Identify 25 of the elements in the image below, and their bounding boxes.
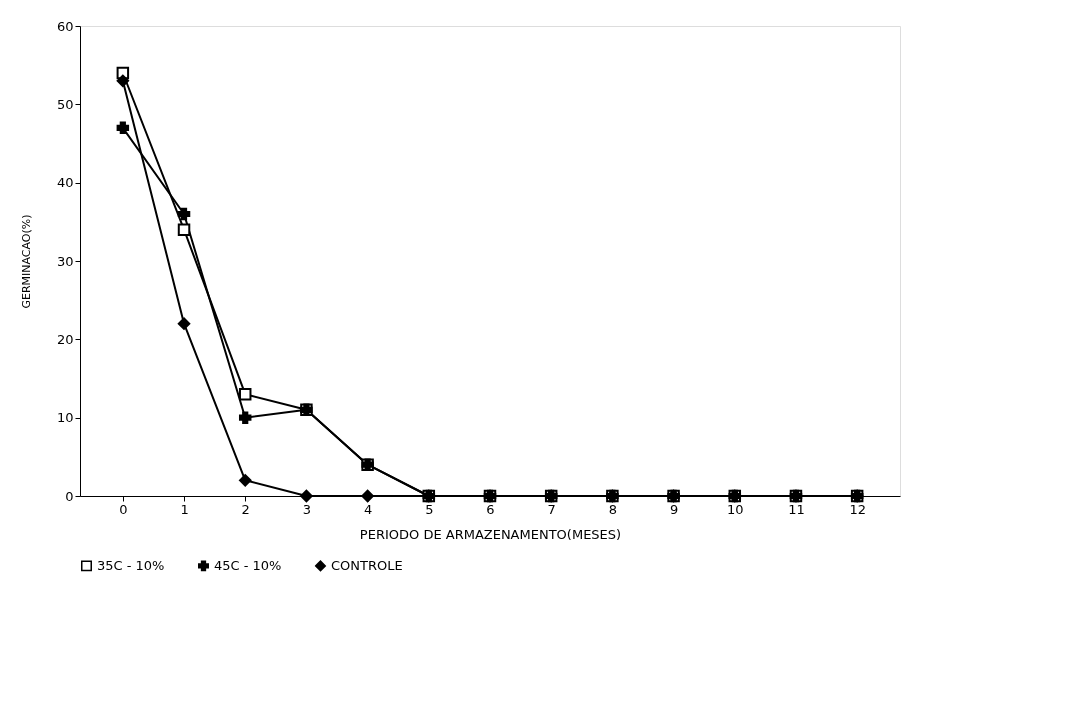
x-tick-label: 9 [669,501,679,517]
x-tick-label: 8 [608,501,618,517]
legend-label: 45C - 10% [214,557,282,573]
x-tick-label: 11 [788,501,805,517]
x-tick-label: 0 [119,501,128,517]
x-axis-title: PERIODO DE ARMAZENAMENTO(MESES) [359,526,622,542]
legend-label: 35C - 10% [97,557,165,573]
x-tick-label: 7 [547,501,556,517]
x-tick-label: 12 [849,501,866,517]
y-tick-label: 40 [56,175,74,191]
y-tick-label: 60 [56,18,74,34]
x-tick-label: 3 [302,501,312,517]
x-tick-label: 5 [425,501,434,517]
x-tick-label: 4 [363,501,373,517]
x-tick-label: 10 [727,501,744,517]
y-tick-label: 20 [56,331,74,347]
x-tick-label: 1 [180,501,189,517]
legend-label: CONTROLE [331,557,403,573]
x-tick-label: 6 [486,501,495,517]
y-tick-label: 30 [56,253,74,269]
y-tick-label: 10 [56,410,74,426]
y-tick-label: 0 [65,488,74,504]
y-axis-title: GERMINACAO(%) [19,214,33,309]
x-tick-label: 2 [241,501,250,517]
y-tick-label: 50 [56,96,74,112]
